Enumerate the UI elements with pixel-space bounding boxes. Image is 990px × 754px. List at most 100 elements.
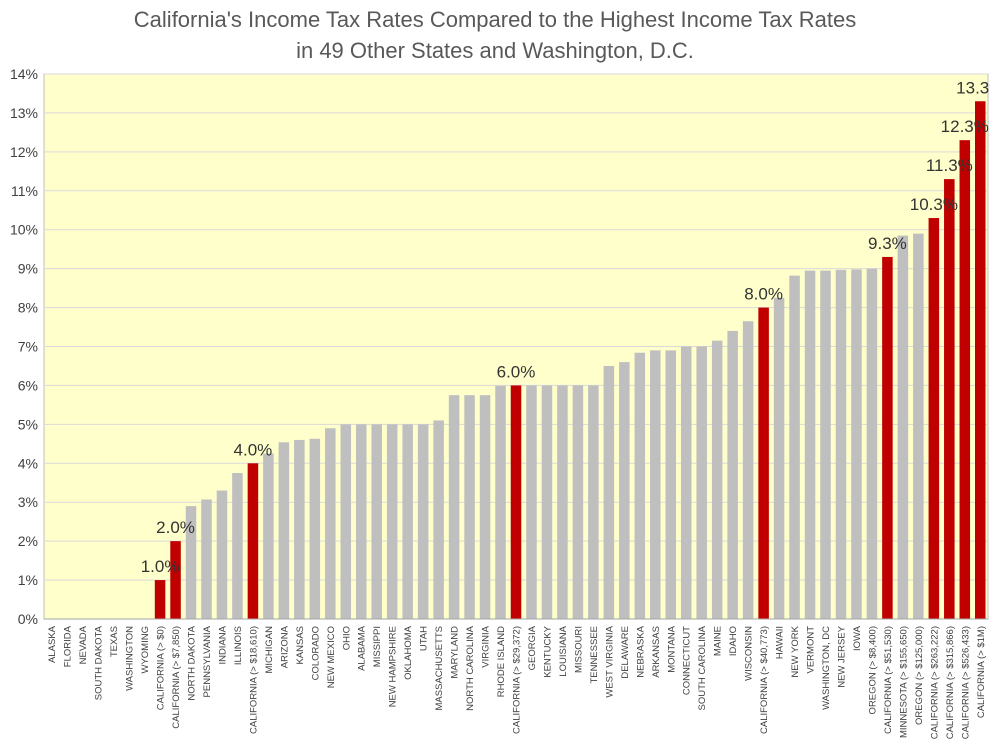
bar	[154, 580, 166, 619]
x-tick-label: HAWAII	[775, 626, 786, 659]
x-tick-label: COLORADO	[310, 626, 321, 680]
data-label: 10.3%	[910, 195, 958, 214]
y-tick-label: 10%	[10, 222, 38, 238]
bar	[619, 362, 630, 619]
bar	[371, 424, 382, 619]
x-axis-ticks: ALASKA FLORIDA NEVADA SOUTH DAKOTA TEXAS WASH…	[47, 625, 987, 739]
bars	[154, 101, 986, 620]
x-tick-label: OKLAHOMA	[403, 625, 414, 680]
x-tick-label: MINNESOTA (> $155,650)	[898, 626, 909, 738]
x-tick-label: NEW HAMPSHIRE	[388, 626, 399, 707]
x-tick-label: FLORIDA	[63, 625, 74, 667]
x-tick-label: UTAH	[419, 626, 430, 651]
x-tick-label: KENTUCKY	[542, 625, 553, 677]
bar	[386, 424, 398, 619]
y-tick-label: 14%	[10, 66, 38, 82]
bar	[696, 346, 707, 619]
x-tick-label: MONTANA	[666, 625, 677, 672]
x-tick-label: CONNECTICUT	[682, 626, 693, 695]
bar	[804, 270, 816, 619]
bar	[650, 350, 661, 619]
data-label: 1.0%	[141, 557, 180, 576]
y-tick-label: 6%	[18, 377, 38, 393]
bar	[711, 340, 723, 619]
bar	[464, 395, 475, 619]
bar	[680, 346, 692, 619]
y-tick-label: 2%	[18, 533, 38, 549]
x-tick-label: CALIFORNIA (> $51,530)	[883, 626, 894, 734]
x-tick-label: CALIFORNIA (> $263,222)	[929, 626, 940, 739]
y-tick-label: 7%	[18, 339, 38, 355]
bar	[866, 268, 878, 619]
data-label: 4.0%	[234, 440, 273, 459]
x-tick-label: WASHINGTON, DC	[821, 626, 832, 710]
bar	[402, 424, 413, 619]
bar	[758, 307, 769, 619]
bar	[897, 235, 909, 619]
y-tick-label: 1%	[18, 572, 38, 588]
x-tick-label: INDIANA	[217, 625, 228, 664]
bar	[448, 395, 460, 619]
x-tick-label: NEW MEXICO	[326, 626, 337, 688]
bar	[557, 385, 568, 619]
x-tick-label: VERMONT	[806, 626, 817, 674]
data-label: 13.3%	[956, 78, 990, 97]
bar	[417, 424, 429, 619]
x-tick-label: CALIFORNIA (> $29,372)	[512, 626, 523, 734]
x-tick-label: PENNSYLVANIA	[202, 625, 213, 697]
bar	[928, 218, 940, 620]
data-labels: 1.0% 2.0% 4.0% 6.0% 8.0% 9.3% 10.3% 11.3% 12.3% 1…	[141, 78, 990, 576]
x-tick-label: OHIO	[341, 626, 352, 650]
x-tick-label: KANSAS	[295, 626, 306, 665]
y-tick-label: 0%	[18, 611, 38, 627]
bar	[975, 101, 986, 619]
x-tick-label: MICHIGAN	[264, 626, 275, 674]
x-tick-label: ARKANSAS	[651, 626, 662, 678]
x-tick-label: IDAHO	[728, 626, 739, 656]
data-label: 9.3%	[868, 234, 907, 253]
bar	[742, 321, 754, 619]
y-tick-label: 5%	[18, 416, 38, 432]
bar	[355, 424, 367, 619]
x-tick-label: ALASKA	[47, 625, 58, 663]
y-tick-label: 3%	[18, 494, 38, 510]
bar	[495, 385, 506, 619]
chart-title: California's Income Tax Rates Compared t…	[133, 7, 857, 32]
bar	[232, 473, 243, 619]
data-label: 8.0%	[744, 285, 783, 304]
y-tick-label: 4%	[18, 455, 38, 471]
x-tick-label: MISSOURI	[573, 626, 584, 673]
x-tick-label: MISSIPPI	[372, 626, 383, 667]
bar	[603, 365, 615, 619]
x-tick-label: NEW JERSEY	[836, 625, 847, 687]
x-tick-label: CALIFORNIA (> $40,773)	[759, 626, 770, 734]
bar	[247, 463, 259, 619]
x-tick-label: TEXAS	[109, 626, 120, 657]
bar	[959, 140, 971, 619]
x-tick-label: ILLINOIS	[233, 626, 244, 665]
x-tick-label: NORTH DAKOTA	[187, 625, 198, 700]
x-tick-label: MAINE	[713, 626, 724, 656]
x-tick-label: TENNESSEE	[589, 626, 600, 684]
x-tick-label: CALIFORNIA (> $526,433)	[960, 626, 971, 739]
x-tick-label: WASHINGTON	[125, 626, 136, 691]
bar	[216, 490, 228, 619]
y-tick-label: 11%	[11, 183, 38, 199]
bar	[170, 541, 181, 619]
chart-title-block: California's Income Tax Rates Compared t…	[0, 4, 990, 66]
bar	[309, 438, 321, 619]
bar	[789, 275, 800, 619]
bar	[820, 270, 831, 619]
bar	[263, 453, 274, 619]
y-tick-label: 13%	[10, 105, 38, 121]
bar	[588, 385, 599, 619]
bar	[278, 442, 290, 619]
x-tick-label: CALIFORNIA (> $18,610)	[248, 626, 259, 734]
bar	[510, 385, 522, 619]
x-tick-label: IOWA	[852, 625, 863, 651]
x-tick-label: CALIFORNIA (> $315,866)	[945, 626, 956, 739]
bar	[944, 179, 955, 619]
bar	[325, 428, 336, 619]
x-tick-label: NEVADA	[78, 625, 89, 664]
x-tick-label: NORTH CAROLINA	[465, 625, 476, 710]
